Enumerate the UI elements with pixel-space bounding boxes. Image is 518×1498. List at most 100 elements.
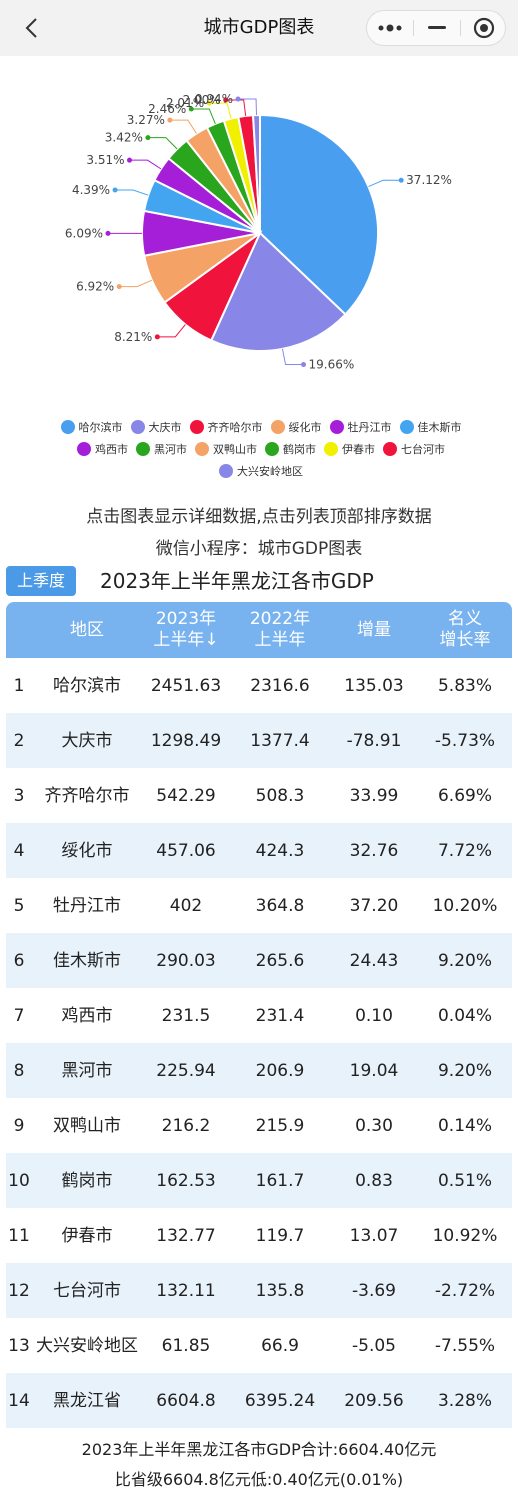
pie-label-dot bbox=[206, 100, 212, 106]
header-region[interactable]: 地区 bbox=[32, 602, 142, 658]
legend-item[interactable]: 黑河市 bbox=[136, 441, 187, 457]
legend-item[interactable]: 双鸭山市 bbox=[195, 441, 257, 457]
table-row[interactable]: 4 绥化市 457.06 424.3 32.76 7.72% bbox=[6, 823, 512, 878]
header-growth-rate[interactable]: 名义 增长率 bbox=[418, 602, 512, 658]
row-growth-rate: 10.20% bbox=[432, 895, 498, 916]
row-gdp-2022: 161.7 bbox=[255, 1170, 305, 1191]
legend-item[interactable]: 大庆市 bbox=[130, 419, 182, 435]
row-gdp-2022: 1377.4 bbox=[250, 730, 310, 751]
row-gdp-2023: 225.94 bbox=[156, 1060, 216, 1081]
pie-label-dot bbox=[145, 135, 151, 141]
table-row[interactable]: 14 黑龙江省 6604.8 6395.24 209.56 3.28% bbox=[6, 1373, 512, 1428]
legend-item[interactable]: 齐齐哈尔市 bbox=[189, 419, 263, 435]
legend-label: 佳木斯市 bbox=[417, 421, 462, 434]
header-2023-line2: 上半年 bbox=[153, 630, 205, 650]
pie-data-label: 4.39% bbox=[72, 183, 110, 197]
pie-data-label: 6.92% bbox=[76, 280, 114, 294]
table-row[interactable]: 11 伊春市 132.77 119.7 13.07 10.92% bbox=[6, 1208, 512, 1263]
legend-row: 鸡西市 黑河市 双鸭山市 鹤岗市 伊春市 七台河市 bbox=[8, 438, 514, 460]
table-row[interactable]: 2 大庆市 1298.49 1377.4 -78.91 -5.73% bbox=[6, 713, 512, 768]
header-increase[interactable]: 增量 bbox=[330, 602, 418, 658]
legend-item[interactable]: 七台河市 bbox=[383, 441, 445, 457]
table-row[interactable]: 6 佳木斯市 290.03 265.6 24.43 9.20% bbox=[6, 933, 512, 988]
legend-item[interactable]: 大兴安岭地区 bbox=[219, 463, 303, 479]
pie-label-line bbox=[147, 137, 178, 150]
previous-quarter-button[interactable]: 上季度 bbox=[6, 566, 76, 596]
row-gdp-2022: 215.9 bbox=[255, 1115, 305, 1136]
close-button[interactable] bbox=[461, 11, 507, 45]
row-region-name: 七台河市 bbox=[53, 1280, 121, 1301]
legend-item[interactable]: 鸡西市 bbox=[77, 441, 128, 457]
row-growth-rate: 9.20% bbox=[437, 1060, 492, 1081]
table-row[interactable]: 5 牡丹江市 402 364.8 37.20 10.20% bbox=[6, 878, 512, 933]
row-gdp-2022: 508.3 bbox=[255, 785, 305, 806]
legend-item[interactable]: 哈尔滨市 bbox=[60, 419, 123, 435]
legend-label: 绥化市 bbox=[288, 421, 322, 434]
row-increase: 0.83 bbox=[355, 1170, 393, 1191]
row-gdp-2022: 206.9 bbox=[255, 1060, 305, 1081]
legend-label: 伊春市 bbox=[342, 443, 375, 456]
row-increase: 37.20 bbox=[349, 895, 399, 916]
legend-item[interactable]: 牡丹江市 bbox=[329, 419, 392, 435]
back-icon[interactable] bbox=[22, 17, 44, 39]
pie-slice[interactable] bbox=[209, 231, 347, 352]
pie-label-line bbox=[115, 189, 149, 196]
header-2023-h1[interactable]: 2023年 上半年↓ bbox=[142, 602, 230, 658]
row-gdp-2022: 6395.24 bbox=[244, 1390, 316, 1411]
row-gdp-2023: 542.29 bbox=[156, 785, 216, 806]
legend-swatch bbox=[136, 442, 150, 456]
table-row[interactable]: 7 鸡西市 231.5 231.4 0.10 0.04% bbox=[6, 988, 512, 1043]
minimize-button[interactable] bbox=[414, 11, 460, 45]
row-gdp-2023: 61.85 bbox=[161, 1335, 211, 1356]
header-2022-line1: 2022年 bbox=[249, 609, 311, 629]
legend-item[interactable]: 鹤岗市 bbox=[265, 441, 316, 457]
table-row[interactable]: 8 黑河市 225.94 206.9 19.04 9.20% bbox=[6, 1043, 512, 1098]
row-increase: -78.91 bbox=[346, 730, 402, 751]
row-increase: 32.76 bbox=[349, 840, 399, 861]
row-region-name: 双鸭山市 bbox=[53, 1115, 121, 1136]
pie-data-label: 19.66% bbox=[309, 358, 355, 372]
table-row[interactable]: 10 鹤岗市 162.53 161.7 0.83 0.51% bbox=[6, 1153, 512, 1208]
row-gdp-2022: 364.8 bbox=[255, 895, 305, 916]
gdp-pie-chart[interactable]: 37.12% 19.66% 8.21% 6.92% 6.09% 4.39% 3.51% 3.4… bbox=[0, 56, 518, 416]
row-gdp-2022: 231.4 bbox=[255, 1005, 305, 1026]
row-growth-rate: 0.51% bbox=[437, 1170, 492, 1191]
more-menu-button[interactable] bbox=[367, 11, 413, 45]
legend-label: 大庆市 bbox=[148, 421, 182, 434]
legend-swatch bbox=[324, 442, 338, 456]
legend-swatch bbox=[60, 420, 75, 434]
legend-item[interactable]: 佳木斯市 bbox=[399, 419, 462, 435]
table-row[interactable]: 3 齐齐哈尔市 542.29 508.3 33.99 6.69% bbox=[6, 768, 512, 823]
pie-label-line bbox=[157, 324, 186, 338]
mini-program-name: 微信小程序：城市GDP图表 bbox=[155, 539, 363, 559]
row-index: 7 bbox=[13, 1005, 25, 1026]
header-rate-line1: 名义 bbox=[448, 609, 482, 629]
legend-swatch bbox=[329, 420, 344, 434]
header-2022-h1[interactable]: 2022年 上半年 bbox=[230, 602, 330, 658]
row-gdp-2023: 132.77 bbox=[156, 1225, 216, 1246]
legend-item[interactable]: 绥化市 bbox=[270, 419, 322, 435]
table-row[interactable]: 12 七台河市 132.11 135.8 -3.69 -2.72% bbox=[6, 1263, 512, 1318]
legend-swatch bbox=[195, 442, 209, 456]
legend-label: 齐齐哈尔市 bbox=[207, 421, 263, 434]
row-index: 14 bbox=[8, 1390, 30, 1411]
legend-item[interactable]: 伊春市 bbox=[324, 441, 375, 457]
row-increase: 13.07 bbox=[349, 1225, 399, 1246]
pie-label-dot bbox=[235, 96, 241, 102]
table-row[interactable]: 13 大兴安岭地区 61.85 66.9 -5.05 -7.55% bbox=[6, 1318, 512, 1373]
pie-data-label: 8.21% bbox=[114, 330, 152, 344]
row-increase: 19.04 bbox=[349, 1060, 399, 1081]
table-header: 地区 2023年 上半年↓ 2022年 上半年 增量 名义 增长率 bbox=[6, 602, 512, 658]
pie-data-label: 3.42% bbox=[105, 131, 143, 145]
pie-slice[interactable] bbox=[259, 113, 379, 316]
header-2023-line1: 2023年 bbox=[155, 609, 217, 629]
row-index: 1 bbox=[13, 675, 25, 696]
row-growth-rate: -5.73% bbox=[434, 730, 496, 751]
table-row[interactable]: 9 双鸭山市 216.2 215.9 0.30 0.14% bbox=[6, 1098, 512, 1153]
row-gdp-2022: 424.3 bbox=[255, 840, 305, 861]
pie-label-dot bbox=[188, 106, 194, 112]
row-gdp-2023: 457.06 bbox=[156, 840, 216, 861]
table-row[interactable]: 1 哈尔滨市 2451.63 2316.6 135.03 5.83% bbox=[6, 658, 512, 713]
nav-bar: 城市GDP图表 bbox=[0, 0, 518, 56]
hint-text: 点击图表显示详细数据,点击列表顶部排序数据 bbox=[86, 507, 432, 527]
